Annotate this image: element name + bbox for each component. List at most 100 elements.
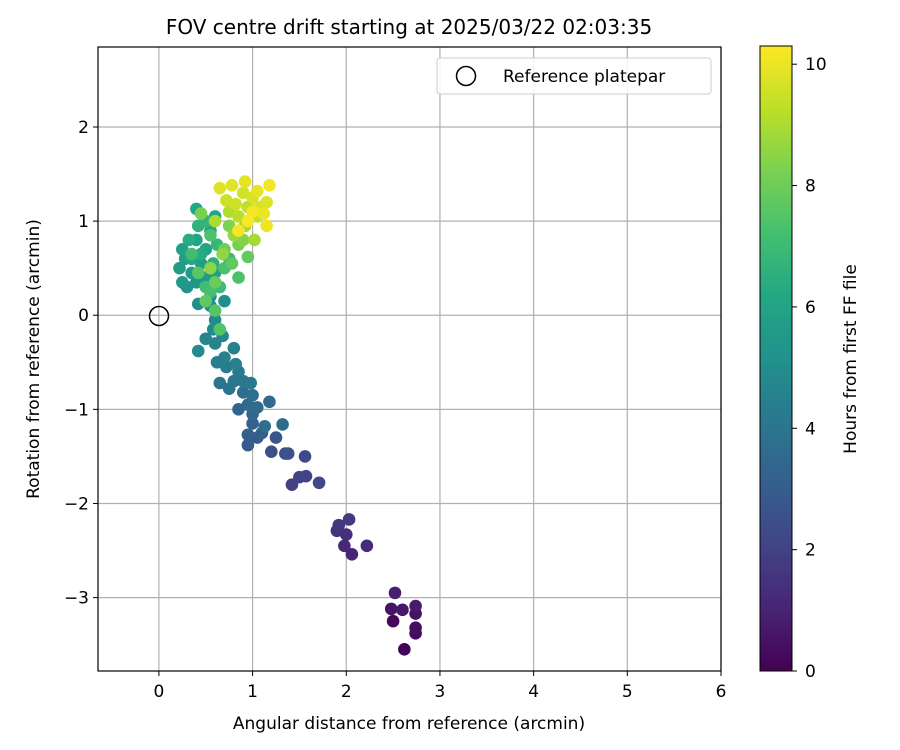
data-point-35 [276, 418, 289, 431]
data-point-24 [269, 431, 283, 444]
data-point-107 [208, 214, 222, 228]
grid-lines [98, 47, 722, 671]
data-point-40 [213, 376, 227, 390]
legend-box [436, 57, 712, 95]
colorbar-ticks: 0 2 4 6 8 10 [792, 55, 827, 682]
data-point-36 [258, 419, 272, 433]
data-point-10 [338, 539, 351, 553]
data-point-18 [299, 469, 313, 483]
legend-entry-reference-platepar: Reference platepar [503, 67, 665, 87]
colorbar-tick-label-4: 8 [805, 177, 816, 197]
data-point-43 [244, 376, 258, 390]
data-point-55 [208, 313, 222, 327]
data-point-62 [176, 275, 189, 289]
data-point-118 [213, 181, 227, 195]
chart-title: FOV centre drift starting at 2025/03/22 … [166, 15, 652, 39]
data-point-29 [246, 417, 259, 430]
data-point-58 [218, 294, 231, 308]
colorbar-tick-label-3: 6 [805, 298, 816, 318]
data-point-15 [342, 513, 356, 526]
colorbar-tick-label-2: 4 [805, 419, 816, 439]
data-point-8 [388, 586, 402, 600]
data-point-119 [225, 179, 239, 192]
data-point-51 [199, 332, 213, 346]
legend-marker-icon [455, 65, 477, 87]
data-point-102 [204, 261, 217, 275]
data-point-77 [182, 233, 196, 247]
x-tick-label-2: 2 [341, 682, 352, 702]
y-tick-label-1: −2 [64, 494, 89, 514]
data-point-30 [232, 403, 245, 416]
colorbar-tick-label-1: 2 [805, 541, 816, 561]
data-point-106 [248, 233, 261, 247]
y-tick-label-5: 2 [78, 118, 89, 138]
data-point-1 [386, 614, 400, 628]
colorbar-tick-label-0: 0 [805, 662, 816, 682]
data-point-6 [396, 603, 409, 617]
y-tick-label-4: 1 [78, 212, 89, 232]
y-axis-ticks: −3 −2 −1 0 1 2 [64, 118, 98, 609]
data-point-120 [238, 175, 252, 188]
data-point-34 [263, 395, 276, 409]
data-point-41 [227, 374, 241, 388]
data-point-61 [190, 275, 203, 289]
data-point-49 [227, 341, 241, 355]
x-tick-label-4: 4 [528, 682, 539, 702]
colorbar-tick-label-5: 10 [805, 55, 827, 75]
x-tick-label-3: 3 [435, 682, 446, 702]
data-point-54 [191, 344, 205, 358]
data-point-22 [265, 445, 278, 459]
data-point-127 [241, 214, 255, 228]
data-point-20 [298, 450, 312, 463]
data-point-100 [222, 219, 236, 233]
data-point-122 [257, 207, 271, 220]
data-point-101 [236, 233, 250, 247]
data-point-114 [236, 186, 250, 200]
x-axis-label: Angular distance from reference (arcmin) [233, 714, 585, 734]
x-tick-label-0: 0 [153, 682, 164, 702]
data-point-9 [345, 547, 359, 561]
data-point-11 [360, 539, 374, 553]
data-point-96 [208, 275, 222, 289]
data-point-48 [218, 351, 231, 364]
data-point-99 [194, 207, 208, 220]
data-point-19 [312, 476, 326, 490]
data-point-121 [250, 184, 264, 198]
data-point-7 [409, 599, 422, 613]
data-point-85 [185, 247, 198, 261]
data-point-93 [225, 257, 239, 270]
data-point-3 [409, 621, 422, 635]
data-point-89 [204, 228, 217, 242]
data-point-14 [332, 518, 346, 532]
data-point-123 [260, 219, 273, 233]
colorbar-gradient [759, 45, 793, 672]
data-point-113 [229, 197, 243, 211]
x-tick-label-5: 5 [622, 682, 633, 702]
data-point-25 [241, 438, 255, 452]
reference-platepar-marker [148, 305, 170, 327]
legend: Reference platepar [436, 57, 712, 95]
x-tick-label-1: 1 [247, 682, 258, 702]
data-point-117 [260, 195, 273, 209]
y-tick-label-2: −1 [64, 400, 89, 420]
colorbar-label: Hours from first FF file [841, 264, 861, 454]
data-point-126 [232, 224, 245, 237]
data-point-0 [398, 643, 411, 656]
data-point-47 [229, 357, 243, 371]
y-tick-label-0: −3 [64, 589, 89, 609]
data-point-23 [281, 447, 295, 460]
data-point-95 [241, 250, 255, 264]
x-axis-ticks: 0 1 2 3 4 5 6 [153, 671, 726, 702]
data-point-38 [246, 388, 259, 402]
data-point-92 [191, 266, 205, 280]
data-point-86 [204, 285, 217, 299]
plot-frame [97, 46, 722, 672]
data-point-27 [241, 428, 255, 442]
data-point-90 [213, 323, 227, 336]
x-tick-label-6: 6 [716, 682, 727, 702]
y-tick-label-3: 0 [78, 306, 89, 326]
y-axis-label: Rotation from reference (arcmin) [24, 219, 44, 499]
data-point-91 [208, 304, 222, 317]
data-point-94 [199, 294, 213, 308]
data-point-69 [176, 243, 189, 256]
